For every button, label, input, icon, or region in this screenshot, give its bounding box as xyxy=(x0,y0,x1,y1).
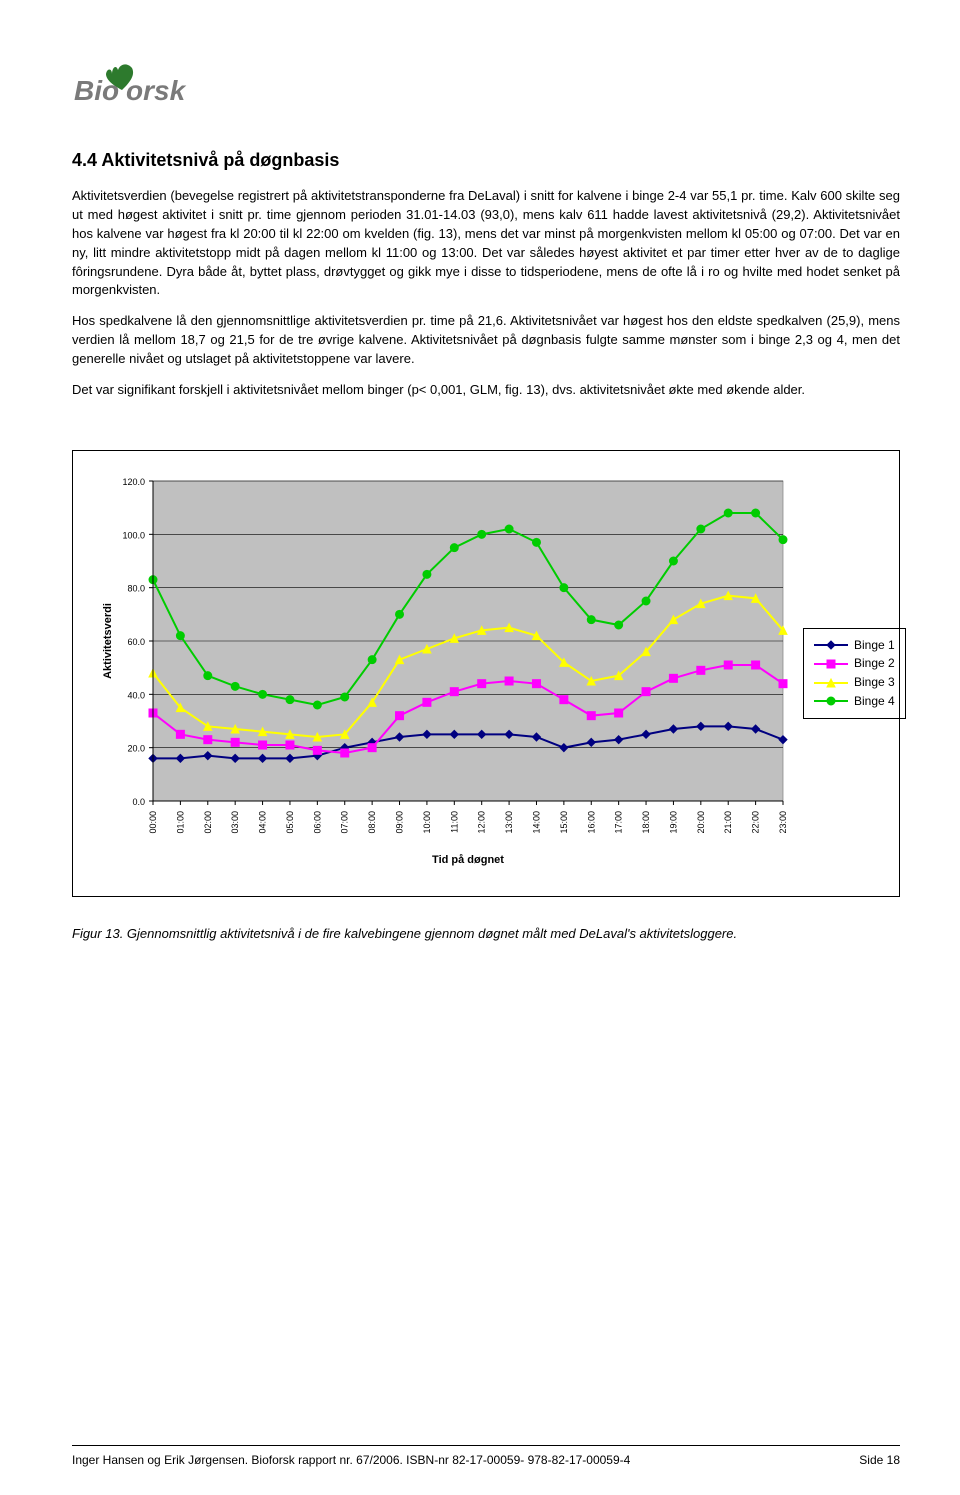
legend-item: Binge 3 xyxy=(814,674,895,691)
svg-text:02:00: 02:00 xyxy=(203,811,213,834)
body-paragraph: Det var signifikant forskjell i aktivite… xyxy=(72,381,900,400)
legend-item: Binge 2 xyxy=(814,655,895,672)
svg-text:08:00: 08:00 xyxy=(367,811,377,834)
svg-text:15:00: 15:00 xyxy=(559,811,569,834)
activity-chart-container: 0.0 20.0 40.0 60.0 80.0 100.0 120.0 Aktivitetsv… xyxy=(72,450,900,897)
bioforsk-logo: Bio orsk xyxy=(72,60,900,108)
section-heading: 4.4 Aktivitetsnivå på døgnbasis xyxy=(72,148,900,173)
svg-text:14:00: 14:00 xyxy=(531,811,541,834)
svg-text:20.0: 20.0 xyxy=(127,743,145,753)
svg-text:0.0: 0.0 xyxy=(132,797,145,807)
footer-right: Side 18 xyxy=(859,1452,900,1469)
svg-text:Bio: Bio xyxy=(74,75,119,106)
body-paragraph: Aktivitetsverdien (bevegelse registrert … xyxy=(72,187,900,300)
svg-text:40.0: 40.0 xyxy=(127,690,145,700)
svg-text:00:00: 00:00 xyxy=(148,811,158,834)
svg-text:20:00: 20:00 xyxy=(696,811,706,834)
page-footer: Inger Hansen og Erik Jørgensen. Bioforsk… xyxy=(72,1445,900,1469)
svg-text:19:00: 19:00 xyxy=(668,811,678,834)
svg-text:07:00: 07:00 xyxy=(340,811,350,834)
chart-legend: Binge 1Binge 2 Binge 3 Binge 4 xyxy=(803,628,906,719)
legend-item: Binge 4 xyxy=(814,693,895,710)
svg-text:12:00: 12:00 xyxy=(477,811,487,834)
svg-text:05:00: 05:00 xyxy=(285,811,295,834)
svg-text:orsk: orsk xyxy=(126,75,187,106)
svg-text:13:00: 13:00 xyxy=(504,811,514,834)
svg-text:Tid på døgnet: Tid på døgnet xyxy=(432,854,504,866)
svg-text:80.0: 80.0 xyxy=(127,583,145,593)
legend-item: Binge 1 xyxy=(814,637,895,654)
svg-text:04:00: 04:00 xyxy=(258,811,268,834)
svg-text:09:00: 09:00 xyxy=(395,811,405,834)
activity-line-chart: 0.0 20.0 40.0 60.0 80.0 100.0 120.0 Aktivitetsv… xyxy=(93,471,793,871)
svg-text:11:00: 11:00 xyxy=(449,811,459,833)
svg-text:03:00: 03:00 xyxy=(230,811,240,834)
svg-text:23:00: 23:00 xyxy=(778,811,788,834)
svg-text:21:00: 21:00 xyxy=(723,811,733,834)
svg-text:60.0: 60.0 xyxy=(127,637,145,647)
body-paragraph: Hos spedkalvene lå den gjennomsnittlige … xyxy=(72,312,900,369)
svg-text:100.0: 100.0 xyxy=(122,530,145,540)
svg-text:06:00: 06:00 xyxy=(312,811,322,834)
svg-text:01:00: 01:00 xyxy=(175,811,185,834)
svg-text:16:00: 16:00 xyxy=(586,811,596,834)
footer-left: Inger Hansen og Erik Jørgensen. Bioforsk… xyxy=(72,1452,630,1469)
svg-text:10:00: 10:00 xyxy=(422,811,432,834)
figure-caption: Figur 13. Gjennomsnittlig aktivitetsnivå… xyxy=(72,925,900,943)
svg-text:120.0: 120.0 xyxy=(122,477,145,487)
svg-text:22:00: 22:00 xyxy=(751,811,761,834)
svg-text:18:00: 18:00 xyxy=(641,811,651,834)
svg-text:Aktivitetsverdi: Aktivitetsverdi xyxy=(102,603,114,679)
svg-text:17:00: 17:00 xyxy=(614,811,624,834)
